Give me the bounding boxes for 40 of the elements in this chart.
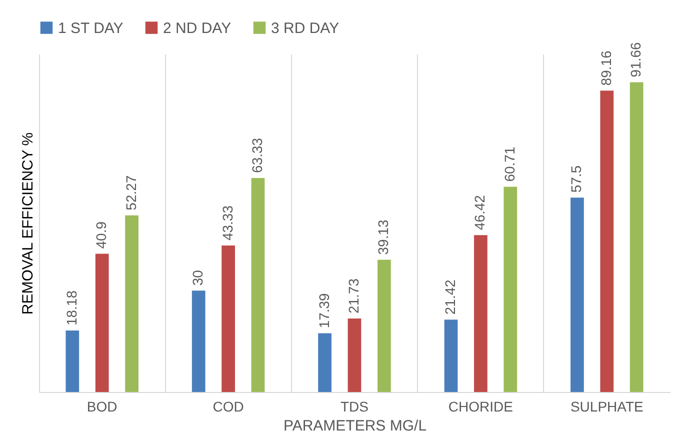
bar (251, 178, 265, 392)
data-label: 91.66 (628, 42, 644, 78)
bar (318, 333, 332, 392)
data-label: 40.9 (93, 221, 110, 249)
legend-label: 3 RD DAY (271, 20, 340, 37)
bar (474, 235, 488, 392)
x-tick-label: TDS (340, 398, 368, 414)
x-tick-label: SULPHATE (570, 398, 644, 414)
bar (125, 215, 138, 392)
data-label: 46.42 (472, 194, 488, 230)
bar (66, 330, 80, 392)
data-label: 21.42 (442, 279, 458, 315)
x-tick-label: COD (212, 398, 244, 414)
data-label: 21.73 (346, 278, 362, 314)
data-label: 43.33 (219, 205, 236, 241)
y-axis-title: REMOVAL EFFICIENCY % (20, 132, 36, 315)
bar (95, 254, 109, 392)
data-label: 18.18 (63, 290, 80, 326)
x-tick-label: CHORIDE (448, 398, 513, 414)
data-label: 60.71 (501, 146, 518, 182)
bar (222, 246, 235, 392)
data-label: 63.33 (248, 138, 265, 173)
bar (504, 186, 518, 392)
data-label: 30 (190, 270, 206, 286)
data-label: 57.5 (568, 165, 584, 193)
bar (570, 198, 584, 392)
bar (444, 320, 458, 392)
bar (192, 290, 206, 392)
data-label: 39.13 (375, 219, 392, 255)
bar (378, 260, 391, 392)
x-axis-title: PARAMETERS MG/L (283, 418, 427, 434)
legend-label: 1 ST DAY (58, 20, 124, 37)
legend-label: 2 ND DAY (163, 20, 232, 37)
bar (348, 318, 362, 392)
bar (600, 90, 614, 392)
data-label: 17.39 (316, 292, 332, 328)
data-label: 89.16 (598, 50, 614, 86)
bar (630, 82, 644, 392)
x-tick-label: BOD (86, 398, 118, 414)
data-label: 52.27 (122, 175, 139, 210)
